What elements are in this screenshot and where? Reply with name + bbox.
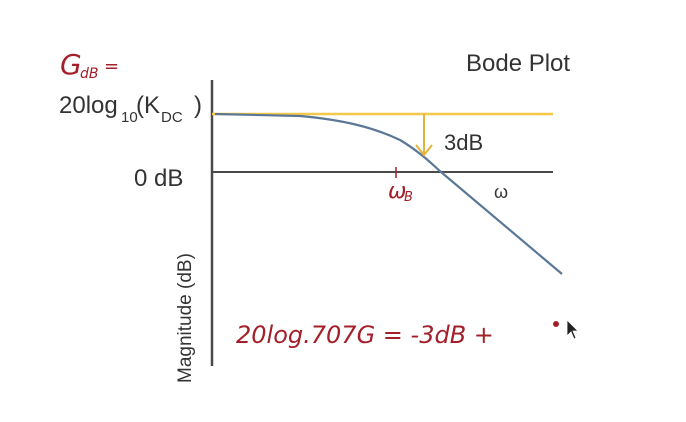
- omega-b-label: ω B: [388, 179, 413, 205]
- omega-b-sub: B: [404, 190, 413, 205]
- label-20log: 20log: [59, 92, 118, 119]
- red-dot-mark: [553, 321, 559, 327]
- handwritten-gdb-label: G dB =: [60, 48, 119, 82]
- label-omega: ω: [494, 182, 508, 202]
- label-open-paren: (: [136, 92, 144, 119]
- magnitude-curve: [214, 112, 563, 275]
- mouse-cursor-icon: [566, 319, 579, 340]
- handwritten-g-sub: dB: [80, 66, 99, 82]
- omega-b-symbol: ω: [388, 179, 406, 204]
- dc-gain-label: 20log 10 ( K DC ): [59, 92, 202, 126]
- y-axis-label: Magnitude (dB): [175, 253, 196, 383]
- label-0db: 0 dB: [134, 165, 183, 192]
- three-db-arrow: [415, 114, 433, 157]
- label-20log-sub: 10: [121, 109, 138, 126]
- handwritten-g: G: [60, 48, 82, 81]
- plot-title: Bode Plot: [466, 50, 570, 77]
- label-close-paren: ): [194, 92, 202, 119]
- label-kdc: K: [144, 92, 160, 119]
- label-3db: 3dB: [444, 130, 483, 155]
- handwritten-equation: 20log.707G = -3dB +: [236, 321, 494, 349]
- handwritten-equals: =: [104, 56, 119, 77]
- three-db-arrow-head: [415, 144, 433, 157]
- label-kdc-sub: DC: [161, 109, 183, 126]
